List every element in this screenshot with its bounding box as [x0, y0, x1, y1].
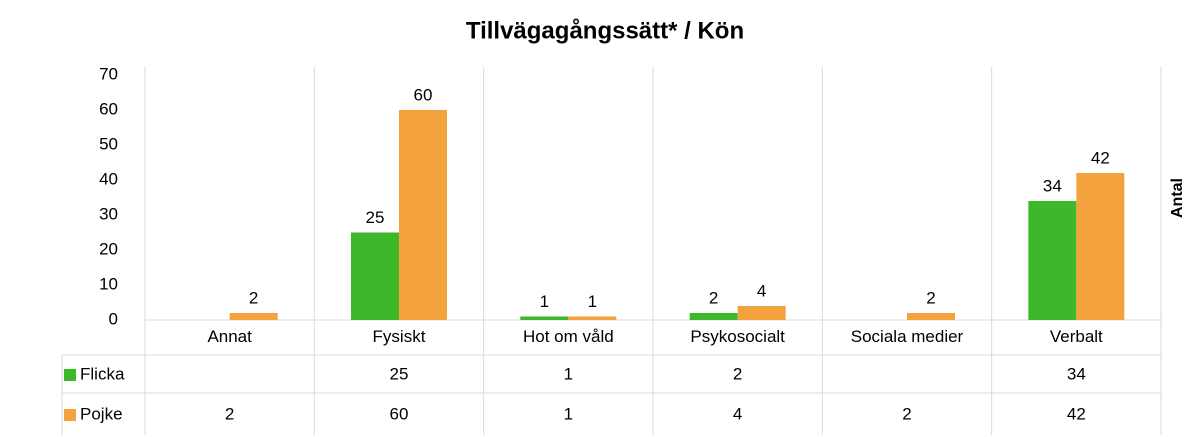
y-tick-label: 70	[99, 64, 118, 83]
data-label: 25	[366, 208, 385, 227]
table-cell: 60	[390, 404, 409, 423]
data-label: 2	[926, 288, 935, 307]
y-tick-label: 20	[99, 239, 118, 258]
table-cell: 1	[564, 364, 573, 383]
y-tick-label: 10	[99, 274, 118, 293]
x-tick-label: Psykosocialt	[690, 327, 785, 346]
table-cell: 4	[733, 404, 742, 423]
x-tick-label: Verbalt	[1050, 327, 1103, 346]
table-cell: 2	[225, 404, 234, 423]
x-tick-label: Hot om våld	[523, 327, 614, 346]
table-cell: 2	[733, 364, 742, 383]
y-tick-label: 30	[99, 204, 118, 223]
legend-marker	[64, 369, 76, 381]
table-cell: 1	[564, 404, 573, 423]
bar	[399, 110, 447, 320]
data-label: 2	[709, 288, 718, 307]
y-tick-label: 40	[99, 169, 118, 188]
data-label: 4	[757, 281, 766, 300]
bar	[351, 232, 399, 320]
x-tick-label: Sociala medier	[851, 327, 964, 346]
legend-marker	[64, 409, 76, 421]
data-label: 2	[249, 288, 258, 307]
data-label: 1	[540, 292, 549, 311]
table-cell: 2	[902, 404, 911, 423]
chart-title: Tillvägagångssätt* / Kön	[466, 17, 744, 44]
y-tick-label: 0	[109, 309, 118, 328]
bar	[1028, 201, 1077, 320]
legend-label: Pojke	[80, 404, 123, 423]
data-label: 1	[588, 292, 597, 311]
y-tick-label: 50	[99, 134, 118, 153]
legend-label: Flicka	[80, 364, 125, 383]
y-axis-title: Antal	[1169, 178, 1186, 218]
bar	[1076, 173, 1125, 320]
x-tick-label: Fysiskt	[373, 327, 426, 346]
bar	[229, 313, 278, 320]
y-tick-label: 60	[99, 99, 118, 118]
bar	[568, 316, 617, 320]
data-label: 60	[414, 85, 433, 104]
data-label: 34	[1043, 176, 1062, 195]
table-cell: 42	[1067, 404, 1086, 423]
table-cell: 34	[1067, 364, 1086, 383]
table-cell: 25	[390, 364, 409, 383]
bar	[689, 313, 738, 320]
bar	[907, 313, 955, 320]
x-tick-label: Annat	[207, 327, 252, 346]
bar	[737, 306, 786, 320]
bar	[520, 316, 569, 320]
data-label: 42	[1091, 148, 1110, 167]
